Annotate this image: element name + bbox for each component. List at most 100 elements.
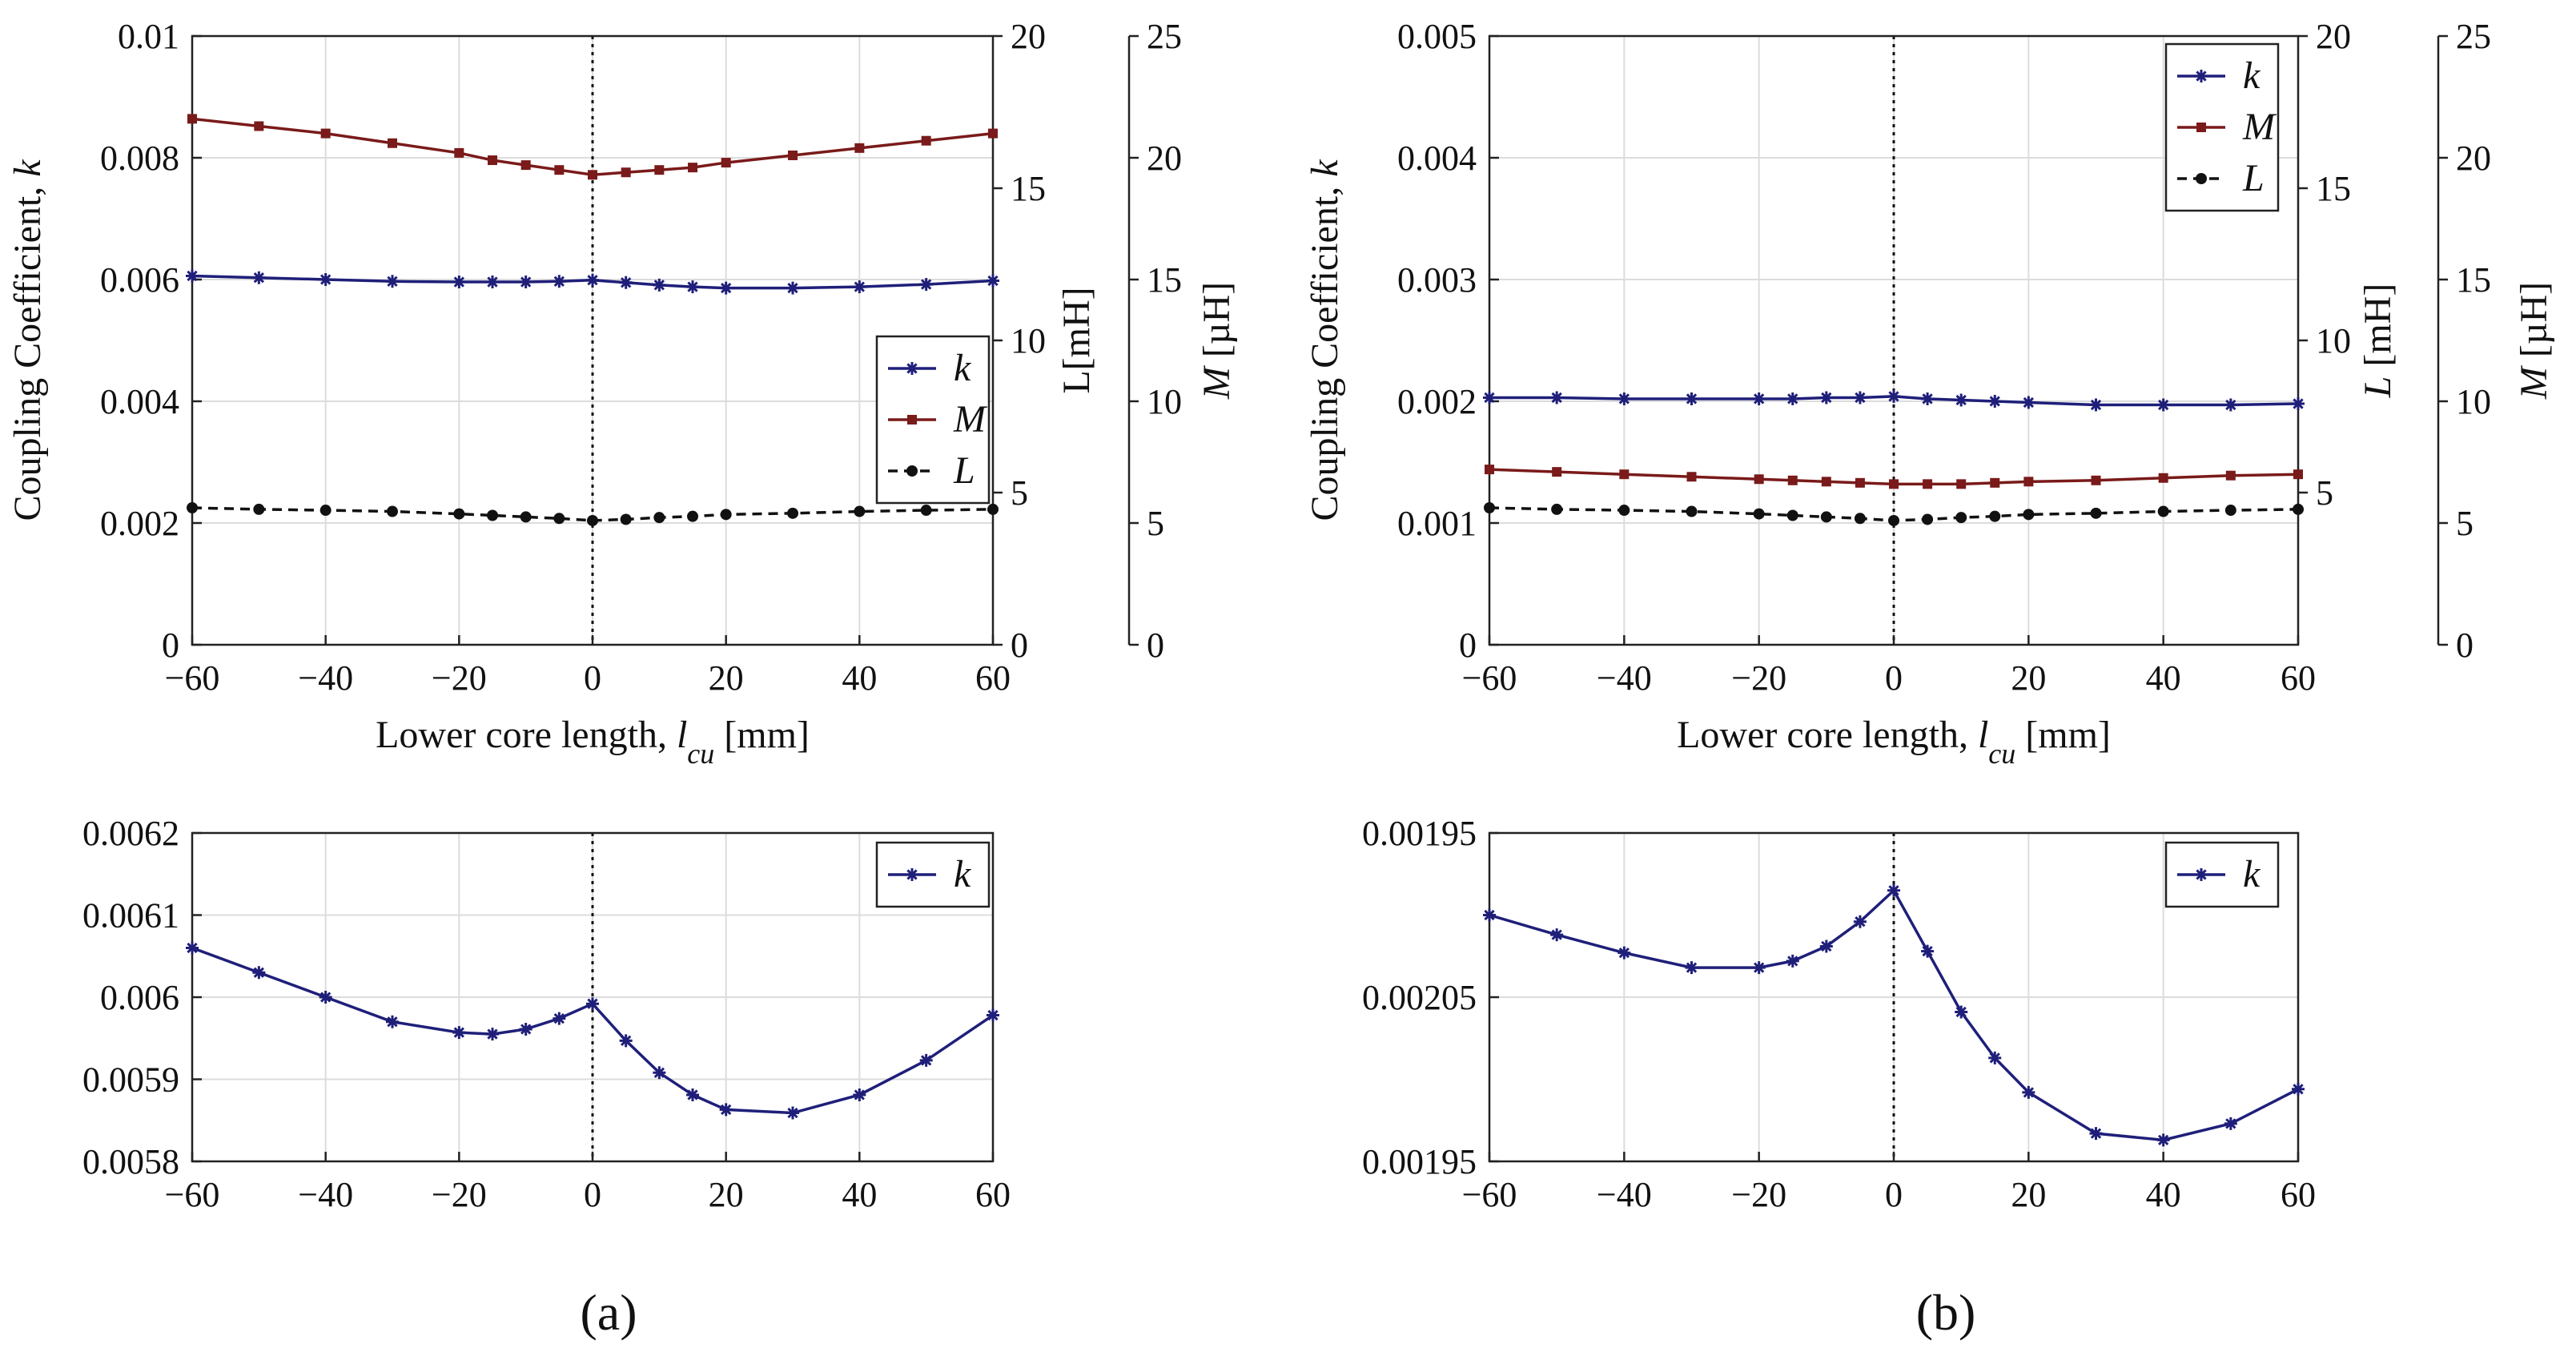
data-point-M — [854, 143, 865, 153]
data-point-k — [919, 278, 933, 292]
x-tick-label: 40 — [842, 1175, 877, 1214]
data-point-L — [1989, 510, 2001, 522]
x-tick-label: −40 — [298, 1175, 353, 1214]
y-tick-label: 0.002 — [100, 504, 179, 543]
x-axis-label-part-1: l — [677, 714, 687, 756]
data-point-k — [319, 273, 332, 286]
data-point-k — [719, 281, 733, 295]
data-point-M — [1923, 479, 1933, 489]
y-tick-label: 0.001 — [1397, 504, 1477, 543]
data-point-L — [1786, 509, 1798, 521]
data-point-k — [1550, 391, 1564, 404]
y-tick-label: 0.006 — [100, 260, 179, 300]
data-point-M — [588, 170, 597, 180]
data-point-L — [319, 505, 332, 517]
data-point-M — [320, 128, 331, 139]
y2-tick-label: 0 — [1011, 626, 1028, 665]
data-point-M — [1855, 477, 1865, 488]
legend-marker-L — [2196, 173, 2207, 184]
x-tick-label: −60 — [1462, 658, 1517, 698]
legend-label-L: L — [953, 449, 975, 492]
data-point-k — [653, 278, 666, 292]
chart-a-bottom: −60 −40 −20 0 20 40 60 0.0058 0.0059 0.006 0.0061 0… — [82, 814, 1011, 1214]
chart-a-top: −60 −40 −20 0 20 40 6000.0020.0040.0060.0080.0… — [6, 17, 1238, 770]
data-point-M — [454, 147, 464, 158]
y-tick-label: 0.004 — [1397, 139, 1477, 178]
y2-tick-label: 10 — [1011, 321, 1046, 360]
data-point-k — [2156, 398, 2170, 412]
x-tick-label: 0 — [584, 1175, 601, 1214]
data-point-k — [1685, 392, 1698, 405]
data-point-L — [587, 514, 598, 526]
y3-axis-label-part-0: M — [2513, 364, 2555, 400]
data-point-k — [186, 941, 199, 955]
y-tick-label: 0.008 — [100, 139, 179, 178]
data-point-M — [554, 165, 565, 175]
data-point-k — [1887, 389, 1900, 403]
data-point-k — [186, 269, 199, 283]
x-tick-label: −60 — [165, 658, 220, 698]
x-tick-label: −40 — [1597, 1175, 1652, 1214]
y-tick-label: 0.0061 — [82, 896, 179, 936]
data-point-k — [686, 1088, 699, 1101]
x-tick-label: 40 — [2146, 1175, 2181, 1214]
data-point-M — [788, 150, 798, 160]
chart-b-top: −60 −40 −20 0 20 40 60 0 0.001 0.002 0.003 0.004 0.0… — [1304, 17, 2555, 770]
data-point-L — [2023, 509, 2035, 521]
data-point-L — [920, 505, 932, 517]
x-axis-label-part-1: l — [1978, 714, 1988, 756]
data-point-L — [1854, 513, 1866, 525]
y3-axis-label-part-1: [µH] — [1196, 282, 1238, 367]
x-tick-label: 60 — [975, 658, 1011, 698]
data-point-k — [1483, 908, 1496, 922]
y3-tick-label: 0 — [1147, 626, 1164, 665]
data-point-M — [254, 121, 264, 131]
y-tick-label: 0.005 — [1397, 17, 1477, 56]
y-tick-label: 0.006 — [100, 978, 179, 1017]
data-point-M — [2293, 469, 2303, 480]
data-point-L — [653, 512, 665, 524]
data-point-k — [2022, 396, 2035, 409]
y2-tick-label: 20 — [2316, 17, 2351, 56]
data-point-M — [1686, 472, 1697, 482]
y2-tick-label: 5 — [1011, 473, 1028, 513]
data-point-L — [1922, 513, 1934, 525]
data-point-k — [1685, 961, 1698, 975]
y2-tick-label: 20 — [1011, 17, 1046, 56]
y3-axis-label-part-1: [µH] — [2513, 282, 2555, 367]
legend-marker-k — [2195, 868, 2208, 881]
data-point-L — [187, 502, 198, 513]
y2-axis-label-part-0: L[mH] — [1055, 287, 1098, 393]
data-point-M — [1821, 477, 1831, 487]
x-axis-label-part-0: Lower core length, — [376, 714, 677, 756]
x-tick-label: −20 — [432, 1175, 487, 1214]
data-point-k — [1921, 944, 1935, 958]
x-tick-label: −20 — [432, 658, 487, 698]
data-point-M — [2091, 475, 2101, 485]
x-axis-label-part-3: [mm] — [714, 714, 810, 756]
legend-label-k: k — [2243, 54, 2261, 97]
data-point-L — [553, 513, 565, 525]
x-tick-label: 60 — [2281, 1175, 2316, 1214]
data-point-M — [688, 163, 697, 173]
data-point-k — [786, 1106, 799, 1120]
y-tick-label: 0.01 — [118, 17, 179, 56]
y3-tick-label: 20 — [2456, 139, 2491, 178]
y3-tick-label: 25 — [1147, 17, 1182, 56]
x-tick-label: 20 — [2011, 658, 2046, 698]
x-axis-label-part-2: cu — [1988, 738, 2015, 770]
data-point-L — [1618, 505, 1630, 517]
data-point-k — [2292, 397, 2305, 411]
y-tick-label: 0.00195 — [1362, 1142, 1477, 1181]
data-point-L — [2157, 505, 2169, 517]
data-point-M — [488, 155, 497, 166]
data-point-M — [1990, 477, 2000, 488]
y2-tick-label: 5 — [2316, 473, 2333, 513]
x-tick-label: −40 — [1597, 658, 1652, 698]
y3-tick-label: 15 — [2456, 260, 2491, 300]
legend-label-M: M — [953, 398, 988, 441]
legend-label-L: L — [2242, 157, 2265, 199]
x-tick-label: 20 — [709, 658, 744, 698]
data-point-L — [1686, 505, 1698, 517]
